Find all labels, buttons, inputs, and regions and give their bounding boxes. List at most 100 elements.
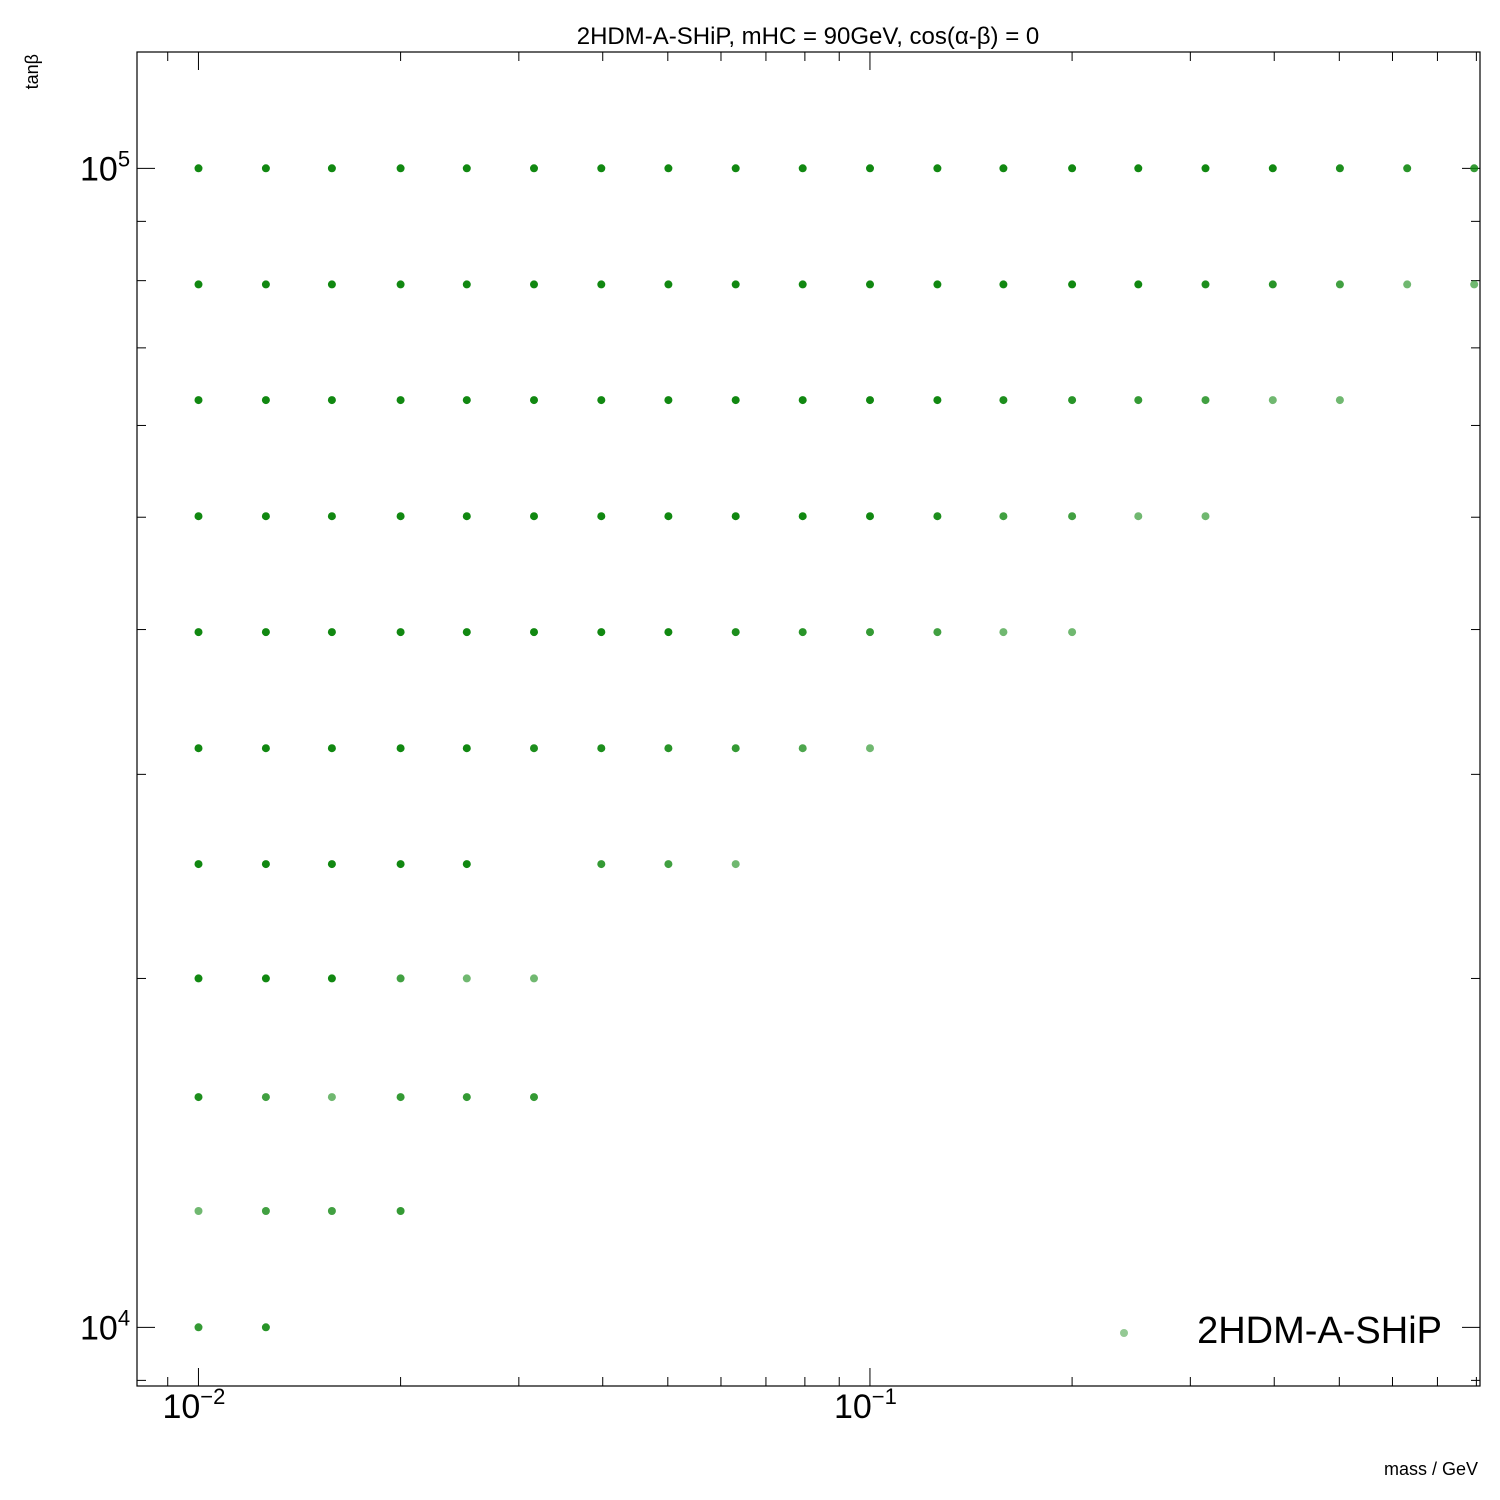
legend-label: 2HDM-A-SHiP: [1197, 1310, 1442, 1352]
data-point: [1470, 280, 1479, 289]
data-point: [327, 164, 336, 173]
data-point: [664, 164, 673, 173]
data-point: [261, 974, 270, 983]
data-point: [999, 512, 1008, 521]
data-point: [731, 860, 740, 869]
data-point: [261, 512, 270, 521]
data-point: [261, 1323, 270, 1332]
data-point: [194, 628, 203, 637]
data-point: [933, 628, 942, 637]
data-point: [261, 628, 270, 637]
data-point: [396, 1093, 405, 1102]
major-ticks: [137, 52, 1480, 1386]
data-point: [798, 744, 807, 753]
data-point: [1268, 280, 1277, 289]
data-point: [327, 512, 336, 521]
data-point: [327, 860, 336, 869]
legend: 2HDM-A-SHiP: [1120, 1310, 1442, 1352]
data-point: [1134, 164, 1143, 173]
data-point: [798, 512, 807, 521]
data-point: [327, 1093, 336, 1102]
data-point: [1068, 280, 1077, 289]
x-tick-label: 10−2: [162, 1384, 225, 1426]
data-point: [597, 628, 606, 637]
data-point: [999, 628, 1008, 637]
data-point: [194, 1093, 203, 1102]
data-point: [731, 512, 740, 521]
data-point: [597, 860, 606, 869]
data-point: [597, 744, 606, 753]
data-point: [664, 396, 673, 405]
data-point: [597, 280, 606, 289]
data-point: [1268, 396, 1277, 405]
x-tick-label: 10−1: [834, 1384, 897, 1426]
data-point: [1268, 164, 1277, 173]
data-point: [194, 1323, 203, 1332]
data-point: [798, 280, 807, 289]
data-points: [194, 164, 1479, 1332]
data-point: [1335, 396, 1344, 405]
data-point: [664, 744, 673, 753]
data-point: [731, 164, 740, 173]
data-point: [1201, 164, 1210, 173]
data-point: [396, 1207, 405, 1215]
data-point: [999, 280, 1008, 289]
data-point: [462, 396, 471, 405]
data-point: [530, 628, 538, 637]
chart-title: 2HDM-A-SHiP, mHC = 90GeV, cos(α-β) = 0: [577, 23, 1039, 50]
data-point: [396, 744, 405, 753]
data-point: [1335, 280, 1344, 289]
data-point: [1470, 164, 1479, 173]
data-point: [530, 396, 538, 405]
data-point: [597, 396, 606, 405]
data-point: [1201, 280, 1210, 289]
data-point: [1068, 396, 1077, 405]
minor-ticks: [137, 52, 1480, 1386]
data-point: [261, 280, 270, 289]
data-point: [1403, 164, 1412, 173]
data-point: [530, 280, 538, 289]
data-point: [462, 280, 471, 289]
data-point: [798, 164, 807, 173]
data-point: [261, 164, 270, 173]
data-point: [866, 164, 874, 173]
data-point: [194, 280, 203, 289]
data-point: [194, 512, 203, 521]
data-point: [194, 164, 203, 173]
data-point: [664, 280, 673, 289]
data-point: [866, 280, 874, 289]
plot-frame: [136, 51, 1481, 1387]
data-point: [327, 280, 336, 289]
data-point: [1134, 396, 1143, 405]
data-point: [999, 396, 1008, 405]
data-point: [327, 396, 336, 405]
data-point: [1134, 512, 1143, 521]
data-point: [261, 396, 270, 405]
data-point: [933, 280, 942, 289]
data-point: [327, 1207, 336, 1215]
data-point: [731, 744, 740, 753]
data-point: [1201, 512, 1210, 521]
data-point: [396, 164, 405, 173]
legend-marker: [1120, 1329, 1128, 1337]
data-point: [530, 512, 538, 521]
data-point: [462, 164, 471, 173]
data-point: [396, 396, 405, 405]
data-point: [1201, 396, 1210, 405]
data-point: [327, 974, 336, 983]
data-point: [664, 628, 673, 637]
data-point: [731, 280, 740, 289]
y-tick-labels: 104 105: [80, 146, 130, 1347]
data-point: [1068, 628, 1077, 637]
data-point: [1068, 164, 1077, 173]
data-point: [731, 396, 740, 405]
data-point: [1403, 280, 1412, 289]
data-point: [396, 512, 405, 521]
data-point: [194, 860, 203, 869]
data-point: [261, 1093, 270, 1102]
x-tick-labels: 10−2 10−1: [162, 1384, 896, 1426]
data-point: [530, 164, 538, 173]
data-point: [1134, 280, 1143, 289]
data-point: [194, 974, 203, 983]
